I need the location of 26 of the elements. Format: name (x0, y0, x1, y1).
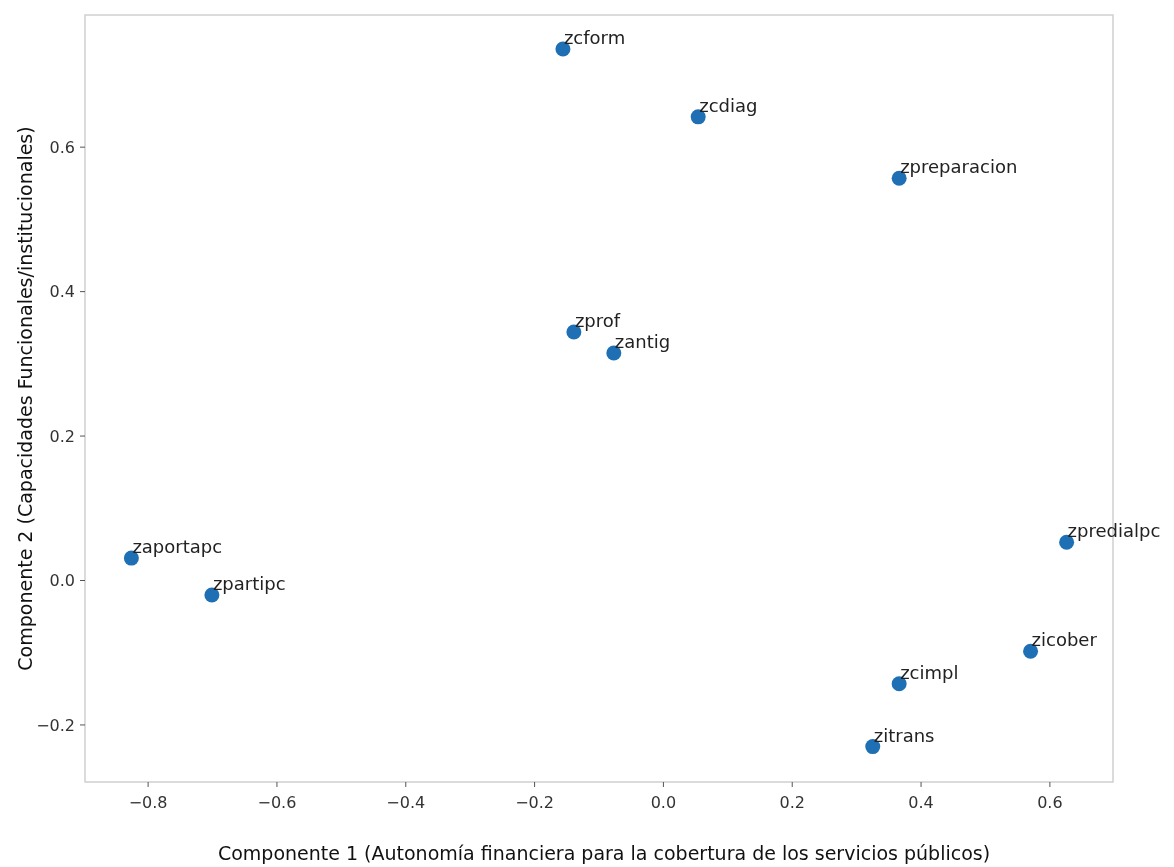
y-axis-title: Componente 2 (Capacidades Funcionales/institucionales) (14, 126, 36, 671)
y-tick-label: 0.4 (49, 282, 75, 302)
annotation: zitrans (873, 724, 935, 746)
x-tick-label: −0.4 (386, 793, 426, 812)
annotation: zantig (614, 331, 671, 352)
annotation: zcform (563, 26, 626, 48)
x-tick-label: 0.4 (908, 793, 934, 812)
annotation: zpartipc (212, 572, 286, 594)
annotation: zpredialpc (1067, 520, 1161, 542)
y-tick-label: −0.2 (36, 715, 75, 735)
x-tick-label: 0.0 (650, 793, 677, 812)
y-tick-label: 0.0 (49, 571, 75, 591)
x-tick-label: 0.6 (1037, 793, 1063, 812)
y-tick-label: 0.2 (49, 426, 75, 446)
annotation: zicober (1031, 629, 1098, 651)
annotation: zaportapc (132, 536, 223, 558)
x-tick-label: −0.2 (515, 793, 555, 812)
annotation: zpreparacion (900, 156, 1018, 178)
x-tick-label: −0.6 (257, 793, 297, 812)
annotation: zcdiag (699, 94, 758, 116)
y-tick-label: 0.6 (49, 137, 75, 157)
annotation: zprof (574, 310, 621, 332)
annotation: zcimpl (900, 661, 959, 683)
x-tick-label: −0.8 (128, 793, 168, 812)
x-tick-label: 0.2 (779, 793, 805, 812)
x-axis-title: Componente 1 (Autonomía financiera para la cobertura de los servicios públicos) (217, 842, 991, 864)
